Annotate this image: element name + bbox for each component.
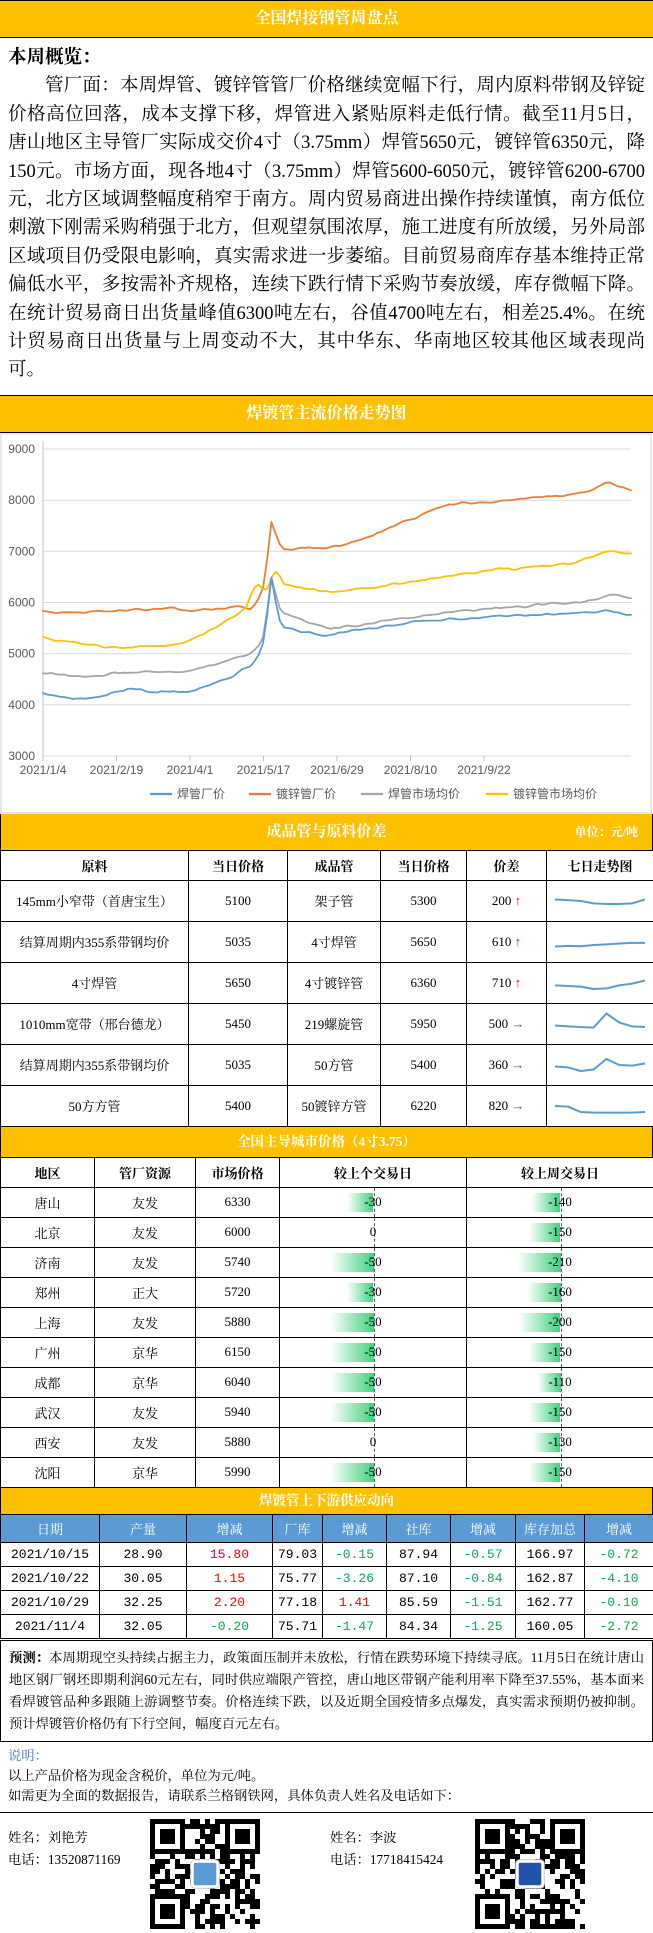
svg-text:7000: 7000 xyxy=(8,544,35,558)
svg-text:2021/5/17: 2021/5/17 xyxy=(237,763,291,777)
svg-text:2021/4/1: 2021/4/1 xyxy=(167,763,214,777)
svg-text:2021/2/19: 2021/2/19 xyxy=(90,763,144,777)
svg-text:2021/8/10: 2021/8/10 xyxy=(384,763,438,777)
svg-text:2021/9/22: 2021/9/22 xyxy=(457,763,511,777)
svg-text:焊管厂价: 焊管厂价 xyxy=(177,786,225,801)
svg-text:镀锌管市场均价: 镀锌管市场均价 xyxy=(513,786,597,801)
svg-text:2021/1/4: 2021/1/4 xyxy=(20,763,67,777)
svg-text:4000: 4000 xyxy=(8,698,35,712)
svg-text:焊管市场均价: 焊管市场均价 xyxy=(388,786,460,801)
svg-text:镀锌管厂价: 镀锌管厂价 xyxy=(276,786,336,801)
svg-text:6000: 6000 xyxy=(8,595,35,609)
svg-text:3000: 3000 xyxy=(8,749,35,763)
svg-text:5000: 5000 xyxy=(8,647,35,661)
svg-text:2021/6/29: 2021/6/29 xyxy=(310,763,364,777)
svg-text:9000: 9000 xyxy=(8,442,35,456)
svg-text:8000: 8000 xyxy=(8,493,35,507)
